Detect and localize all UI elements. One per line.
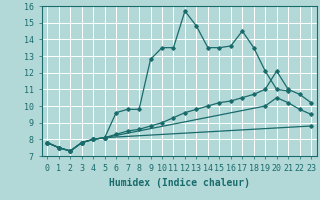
X-axis label: Humidex (Indice chaleur): Humidex (Indice chaleur) <box>109 178 250 188</box>
